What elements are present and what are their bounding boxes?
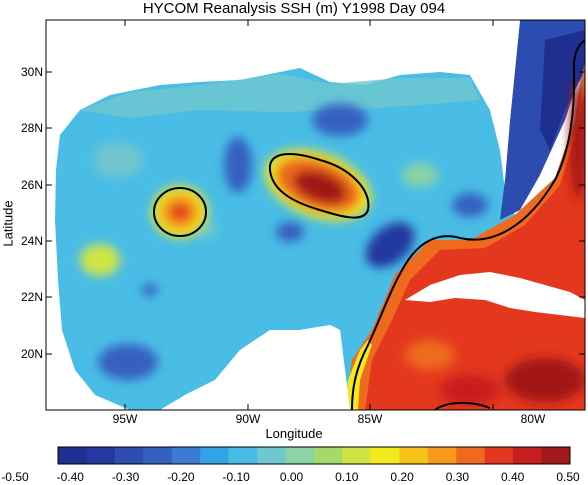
eddy-contour-west <box>153 187 207 237</box>
lon-ticks <box>124 20 494 410</box>
colorbar-tick-label: -0.30 <box>111 470 140 484</box>
colorbar-swatch <box>456 447 486 464</box>
lon-tick-label: 90W <box>236 412 261 426</box>
y-axis-label: Latitude <box>0 200 16 247</box>
cuba <box>405 272 585 318</box>
colorbar-swatch <box>58 447 87 464</box>
lon-tick-label: 95W <box>113 412 138 426</box>
lon-tick-label: 80W <box>521 412 546 426</box>
colorbar-swatch <box>257 447 287 464</box>
lat-ticks <box>46 71 585 355</box>
colorbar-swatch <box>399 447 429 464</box>
colorbar-swatch <box>285 447 315 464</box>
colorbar-swatch <box>114 447 144 464</box>
lat-tick-label: 30N <box>21 65 43 79</box>
colorbar-tick-label: 0.00 <box>279 470 304 484</box>
colorbar-swatch <box>342 447 372 464</box>
lat-tick-label: 20N <box>21 347 43 361</box>
lat-tick-label: 26N <box>21 178 43 192</box>
loop-current-contour <box>351 39 585 410</box>
lat-tick-label: 24N <box>21 234 43 248</box>
colorbar-tick-label: 0.30 <box>445 470 470 484</box>
colorbar-tick-label: 0.10 <box>335 470 359 484</box>
colorbar-swatch <box>171 447 201 464</box>
colorbar <box>57 446 571 465</box>
colorbar-swatch <box>541 447 571 464</box>
colorbar-swatch <box>370 447 400 464</box>
x-axis-label: Longitude <box>265 426 323 441</box>
colorbar-swatch <box>427 447 457 464</box>
colorbar-swatch <box>314 447 343 464</box>
ssh-field <box>46 20 585 410</box>
colorbar-swatch <box>513 447 543 464</box>
lat-tick-label: 22N <box>21 290 43 304</box>
colorbar-swatch <box>86 447 116 464</box>
colorbar-tick-label: -0.20 <box>167 470 195 484</box>
colorbar-tick-label: -0.10 <box>222 470 250 484</box>
colorbar-swatch <box>228 447 258 464</box>
map-title: HYCOM Reanalysis SSH (m) Y1998 Day 094 <box>142 0 446 17</box>
colorbar-swatch <box>143 447 173 464</box>
colorbar-tick-label: 0.50 <box>556 470 580 484</box>
colorbar-swatch <box>200 447 230 464</box>
lon-tick-label: 85W <box>358 412 383 426</box>
lat-tick-label: 28N <box>21 121 43 135</box>
colorbar-tick-label: -0.50 <box>1 470 29 484</box>
colorbar-swatch <box>484 447 514 464</box>
colorbar-tick-label: 0.20 <box>390 470 414 484</box>
colorbar-tick-label: 0.40 <box>501 470 525 484</box>
eddy-contour-center <box>268 153 370 219</box>
colorbar-tick-label: -0.40 <box>56 470 84 484</box>
